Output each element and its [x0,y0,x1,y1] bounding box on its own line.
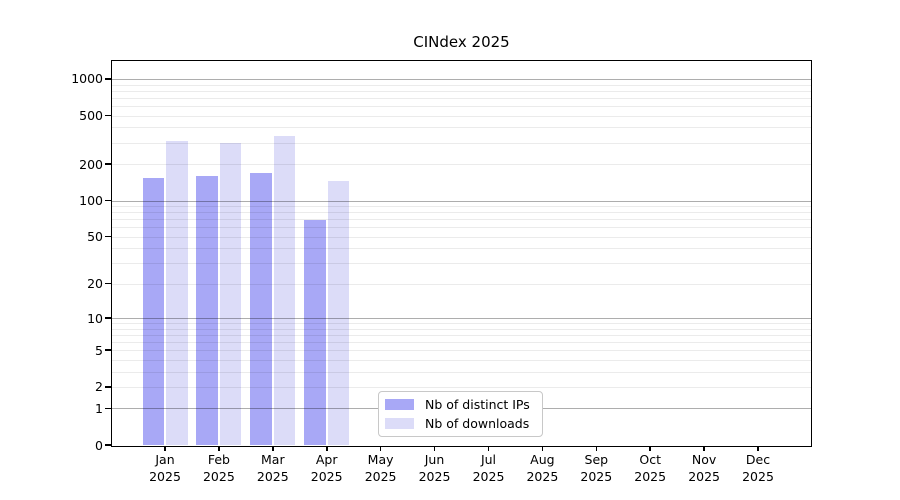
gridline [112,97,811,99]
gridline [112,371,811,373]
legend-label-distinct-ips: Nb of distinct IPs [425,396,530,412]
y-tick-label: 1 [95,400,103,416]
x-axis-tick [379,447,382,451]
bar-distinct-ips-apr [304,219,326,445]
gridline [112,227,811,229]
y-tick-label: 1000 [71,71,103,87]
y-tick-label: 0 [95,437,103,453]
legend-swatch-distinct-ips [385,399,414,410]
x-tick-label-dec: Dec 2025 [742,452,774,484]
gridline [112,142,811,144]
bar-distinct-ips-feb [196,175,218,445]
plot-area [112,61,811,445]
x-tick-label-may: May 2025 [364,452,397,484]
x-axis-tick [326,447,328,451]
gridline [112,212,811,214]
chart-title: CINdex 2025 [413,33,510,51]
x-tick-label-feb: Feb 2025 [202,452,235,484]
legend-item-distinct-ips: Nb of distinct IPs [385,397,534,413]
y-axis-tick [105,163,111,165]
legend-label-downloads: Nb of downloads [425,415,530,431]
legend-swatch-downloads [385,418,414,429]
bar-distinct-ips-mar [250,172,272,445]
y-axis-tick [105,282,111,285]
gridline [112,127,811,129]
gridline [112,164,811,165]
x-axis-tick [487,447,490,451]
y-axis-tick [105,444,111,446]
y-tick-label: 200 [79,156,103,172]
x-axis-tick [757,447,759,451]
x-tick-label-jul: Jul 2025 [472,452,505,484]
x-axis-tick [703,447,705,451]
gridline [112,328,811,330]
x-axis-tick [218,447,220,451]
gridline [112,334,811,336]
x-axis-tick [272,447,274,451]
x-axis-tick [433,447,436,451]
x-axis-tick [649,447,651,451]
y-axis-tick [105,114,111,117]
y-tick-label: 500 [79,108,103,124]
legend-item-downloads: Nb of downloads [385,416,534,432]
x-axis-tick [541,447,544,451]
x-tick-label-jan: Jan 2025 [149,452,181,484]
gridline [112,78,811,80]
gridline [112,236,811,238]
x-axis-tick [164,447,166,451]
y-axis-tick [105,349,111,351]
x-tick-label-sep: Sep 2025 [580,452,613,484]
x-tick-label-mar: Mar 2025 [256,452,289,484]
gridline [112,200,811,202]
gridline [112,350,811,352]
gridline [112,90,811,92]
gridline [112,318,811,319]
y-axis-tick [105,235,111,238]
bar-downloads-feb [219,142,242,445]
gridline [112,206,811,207]
x-tick-label-jun: Jun 2025 [418,452,451,484]
legend: Nb of distinct IPs Nb of downloads [378,391,543,437]
y-tick-label: 100 [79,193,103,208]
gridline [112,359,811,361]
gridline [112,386,811,388]
gridline [112,263,811,265]
x-tick-label-apr: Apr 2025 [310,452,343,484]
y-tick-label: 20 [87,276,103,292]
gridline [112,84,811,86]
x-tick-label-oct: Oct 2025 [634,452,667,484]
bar-downloads-jan [166,140,188,445]
y-tick-label: 50 [87,229,103,245]
y-axis-tick [105,407,111,409]
y-tick-label: 10 [87,310,103,326]
y-axis-tick [105,199,111,202]
bar-distinct-ips-jan [142,178,164,445]
x-tick-label-aug: Aug 2025 [526,452,559,484]
bar-downloads-apr [327,181,350,445]
x-tick-label-nov: Nov 2025 [688,452,720,484]
gridline [112,219,811,221]
gridline [112,115,811,117]
x-axis-tick [595,447,597,451]
y-tick-label: 2 [95,379,103,395]
gridline [112,323,811,324]
gridline [112,248,811,250]
y-axis-tick [105,78,111,80]
gridline [112,283,811,285]
gridline [112,106,811,107]
y-axis-tick [105,317,111,319]
y-tick-label: 5 [95,342,103,358]
y-axis-tick [105,386,111,388]
bar-downloads-mar [273,136,296,445]
gridline [112,341,811,343]
